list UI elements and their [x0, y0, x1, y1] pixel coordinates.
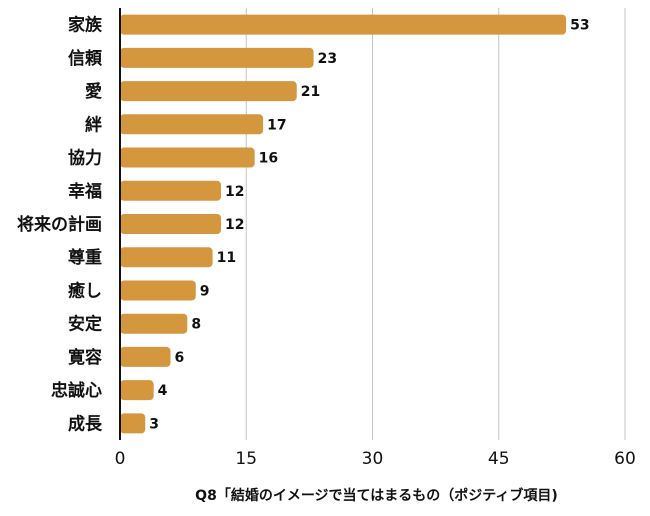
- category-label: 幸福: [68, 181, 102, 202]
- bar: [120, 247, 213, 268]
- bar: [120, 114, 264, 135]
- category-label: 絆: [85, 114, 102, 135]
- bar: [120, 147, 255, 168]
- category-label: 成長: [68, 413, 103, 434]
- x-tick-label: 0: [115, 449, 126, 469]
- value-label: 23: [318, 51, 337, 67]
- value-labels: 53 23 21 17 16 12 12 11 9 8 6 4 3: [149, 18, 589, 433]
- value-label: 8: [191, 317, 201, 333]
- bar: [120, 180, 221, 201]
- value-label: 53: [570, 18, 589, 34]
- grid-lines: [245, 8, 626, 440]
- bar: [120, 280, 196, 301]
- value-label: 4: [158, 383, 168, 399]
- bar: [120, 47, 314, 68]
- x-tick-label: 45: [488, 449, 510, 469]
- category-label: 信頼: [68, 48, 103, 69]
- x-axis-title: Q8「結婚のイメージで当てはまるもの（ポジティブ項目): [195, 487, 558, 504]
- x-tick-label: 60: [614, 449, 636, 469]
- x-tick-labels: 0 15 30 45 60: [115, 449, 636, 469]
- category-label: 寛容: [68, 347, 102, 368]
- category-label: 協力: [68, 148, 102, 169]
- category-label: 尊重: [68, 247, 102, 268]
- bars: [120, 14, 567, 434]
- category-label: 愛: [85, 81, 102, 102]
- bar: [120, 346, 171, 367]
- bar: [120, 380, 154, 401]
- bar: [120, 413, 146, 434]
- value-label: 21: [301, 84, 320, 100]
- value-label: 9: [200, 283, 210, 299]
- category-label: 安定: [68, 314, 102, 335]
- value-label: 12: [225, 217, 244, 233]
- category-label: 忠誠心: [51, 380, 102, 401]
- value-label: 11: [217, 250, 236, 266]
- bar: [120, 14, 567, 35]
- category-label: 将来の計画: [17, 214, 102, 235]
- value-label: 12: [225, 184, 244, 200]
- bar: [120, 313, 188, 334]
- bar: [120, 214, 221, 234]
- value-label: 17: [267, 117, 286, 133]
- value-label: 16: [259, 151, 278, 167]
- value-label: 6: [175, 350, 185, 366]
- x-tick-label: 15: [235, 449, 257, 469]
- category-label: 家族: [68, 15, 103, 36]
- value-label: 3: [149, 416, 159, 432]
- x-tick-label: 30: [362, 449, 384, 469]
- category-label: 癒し: [68, 280, 102, 301]
- bar: [120, 81, 297, 102]
